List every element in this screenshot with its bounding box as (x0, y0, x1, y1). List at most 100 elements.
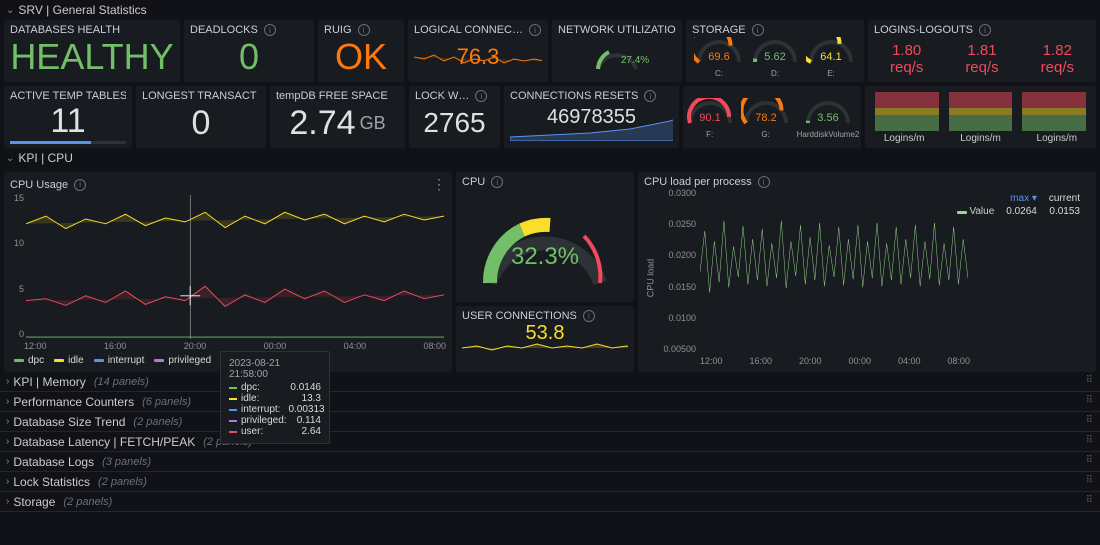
panel-net-util[interactable]: NETWORK UTILIZATION 27.4% (552, 20, 682, 82)
panel-cpu-usage[interactable]: CPU Usage i ⋮ 151050 12:0016:0020:0000:0… (4, 172, 452, 372)
info-icon[interactable]: i (264, 24, 276, 36)
storage-gauge: 78.2 G: (741, 98, 791, 139)
panel-storage[interactable]: STORAGEi 69.6 C: 5.62 D: 64.1 E: (686, 20, 864, 82)
drag-handle-icon[interactable]: ⠿ (1086, 475, 1094, 486)
panel-active-temp[interactable]: ACTIVE TEMP TABLES 11 (4, 86, 132, 148)
gauge-value: 32.3% (511, 243, 579, 271)
panel-tempdb[interactable]: tempDB FREE SPACE 2.74GB (270, 86, 405, 148)
stat-value: 46978355 (547, 106, 636, 129)
row-count: (2 panels) (63, 496, 112, 508)
panel-title: LOCK W… (415, 90, 469, 102)
spark-value: 53.8 (526, 322, 565, 345)
stat-value: HEALTHY (10, 36, 174, 78)
storage-gauge: 64.1 E: (806, 37, 856, 78)
panel-lock-w[interactable]: LOCK W…i 2765 (409, 86, 500, 148)
bars-2 (949, 92, 1013, 131)
panel-title: STORAGE (692, 24, 746, 36)
row-header-collapsed[interactable]: › Storage (2 panels) ⠿ (0, 492, 1100, 512)
info-icon[interactable]: i (583, 310, 595, 322)
svg-text:64.1: 64.1 (820, 51, 841, 63)
row-header-collapsed[interactable]: › Lock Statistics (2 panels) ⠿ (0, 472, 1100, 492)
row-header-cpu[interactable]: ⌄ KPI | CPU (0, 148, 1100, 168)
panel-title: ACTIVE TEMP TABLES (10, 90, 126, 102)
row-count: (2 panels) (98, 476, 147, 488)
svg-text:90.1: 90.1 (699, 112, 720, 124)
storage-gauge: 3.56 HarddiskVolume2 (797, 98, 860, 139)
unit: GB (360, 113, 386, 134)
row-header-collapsed[interactable]: › KPI | Memory (14 panels) ⠿ (0, 372, 1100, 392)
chart-tooltip: 2023-08-21 21:58:00 dpc:0.0146idle:13.3i… (220, 351, 330, 444)
panel-conn-resets[interactable]: CONNECTIONS RESETS i 46978355 (504, 86, 679, 148)
panel-title: NETWORK UTILIZATION (558, 24, 676, 36)
stat-value: 11 (10, 102, 126, 141)
drag-handle-icon[interactable]: ⠿ (1086, 455, 1094, 466)
panel-menu-icon[interactable]: ⋮ (432, 176, 446, 193)
info-icon[interactable]: i (491, 176, 503, 188)
info-icon[interactable]: i (644, 90, 656, 102)
chevron-right-icon: › (6, 396, 9, 407)
panel-ruig[interactable]: RUIGi OK (318, 20, 404, 82)
info-icon[interactable]: i (979, 24, 991, 36)
svg-text:3.56: 3.56 (817, 112, 838, 124)
svg-text:69.6: 69.6 (708, 51, 729, 63)
y-axis-label: CPU load (645, 259, 655, 298)
chevron-right-icon: › (6, 436, 9, 447)
info-icon[interactable]: i (529, 24, 541, 36)
svg-text:5.62: 5.62 (764, 51, 785, 63)
row-count: (3 panels) (102, 456, 151, 468)
info-icon[interactable]: i (475, 90, 487, 102)
row-header-collapsed[interactable]: › Database Logs (3 panels) ⠿ (0, 452, 1100, 472)
info-icon[interactable]: i (74, 179, 86, 191)
row-header-collapsed[interactable]: › Database Latency | FETCH/PEAK (2 panel… (0, 432, 1100, 452)
storage-gauge: 90.1 F: (685, 98, 735, 139)
login-label-1: Logins/m (871, 133, 937, 144)
chevron-right-icon: › (6, 416, 9, 427)
legend-item[interactable]: interrupt (94, 355, 145, 366)
row-header-collapsed[interactable]: › Performance Counters (6 panels) ⠿ (0, 392, 1100, 412)
row-header-collapsed[interactable]: › Database Size Trend (2 panels) ⠿ (0, 412, 1100, 432)
panel-title: LONGEST TRANSACT R… (142, 90, 260, 102)
drag-handle-icon[interactable]: ⠿ (1086, 395, 1094, 406)
panel-logins-logouts[interactable]: LOGINS-LOGOUTSi 1.80 req/s 1.81 req/s 1.… (868, 20, 1096, 82)
row-title: Performance Counters (13, 395, 134, 409)
drag-handle-icon[interactable]: ⠿ (1086, 415, 1094, 426)
tooltip-ts: 2023-08-21 21:58:00 (229, 358, 321, 380)
panel-storage-2[interactable]: 90.1 F: 78.2 G: 3.56 HarddiskVolume2 (683, 86, 861, 148)
drag-handle-icon[interactable]: ⠿ (1086, 495, 1094, 506)
row-title: Database Logs (13, 455, 94, 469)
bars-3 (1022, 92, 1086, 131)
stat-value: 2.74 (289, 104, 355, 143)
panel-logins-bars[interactable]: Logins/m Logins/m Logins/m (865, 86, 1096, 148)
panel-title: DATABASES HEALTH (10, 24, 120, 36)
panel-user-conn[interactable]: USER CONNECTIONSi 53.8 (456, 306, 634, 372)
legend-item[interactable]: privileged (154, 355, 211, 366)
panel-title: CPU Usage (10, 179, 68, 191)
login-rate-3: 1.82 req/s (1025, 42, 1090, 76)
panel-longest-tx[interactable]: LONGEST TRANSACT R… 0 (136, 86, 266, 148)
chart-legend: max ▾current Value0.02640.0153 (951, 192, 1086, 218)
panel-deadlocks[interactable]: DEADLOCKSi 0 (184, 20, 314, 82)
panel-title: LOGINS-LOGOUTS (874, 24, 973, 36)
drag-handle-icon[interactable]: ⠿ (1086, 375, 1094, 386)
panel-db-health[interactable]: DATABASES HEALTH HEALTHY (4, 20, 180, 82)
spark-value: 76.3 (457, 44, 500, 70)
row-count: (6 panels) (142, 396, 191, 408)
info-icon[interactable]: i (758, 176, 770, 188)
chevron-right-icon: › (6, 376, 9, 387)
panel-title: CONNECTIONS RESETS (510, 90, 638, 102)
panel-cpu-load[interactable]: CPU load per processi CPU load 0.03000.0… (638, 172, 1096, 372)
panel-title: DEADLOCKS (190, 24, 258, 36)
chevron-right-icon: › (6, 476, 9, 487)
info-icon[interactable]: i (358, 24, 370, 36)
drag-handle-icon[interactable]: ⠿ (1086, 435, 1094, 446)
legend-item[interactable]: dpc (14, 355, 44, 366)
row-header-srv[interactable]: ⌄ SRV | General Statistics (0, 0, 1100, 20)
row-count: (2 panels) (133, 416, 182, 428)
info-icon[interactable]: i (752, 24, 764, 36)
legend-item[interactable]: idle (54, 355, 84, 366)
chevron-down-icon: ⌄ (6, 153, 14, 164)
panel-title: tempDB FREE SPACE (276, 90, 388, 102)
panel-logical-conn[interactable]: LOGICAL CONNEC…i 76.3 (408, 20, 548, 82)
panel-cpu-gauge[interactable]: CPUi 32.3% (456, 172, 634, 302)
login-rate-1: 1.80 req/s (874, 42, 939, 76)
